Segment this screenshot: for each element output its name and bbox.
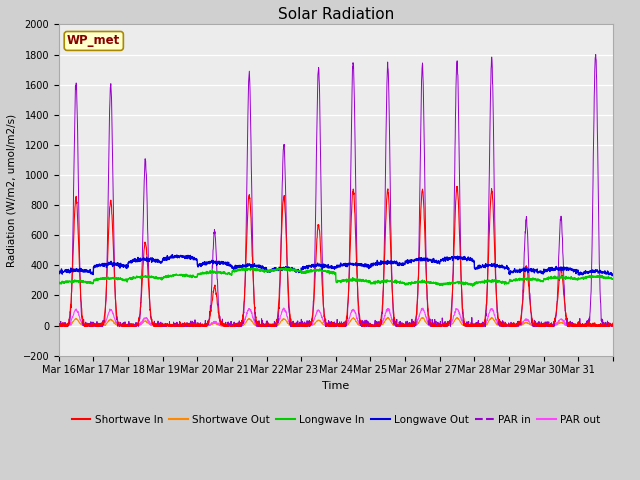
X-axis label: Time: Time bbox=[322, 381, 349, 391]
Text: WP_met: WP_met bbox=[67, 35, 120, 48]
Legend: Shortwave In, Shortwave Out, Longwave In, Longwave Out, PAR in, PAR out: Shortwave In, Shortwave Out, Longwave In… bbox=[67, 410, 604, 429]
Y-axis label: Radiation (W/m2, umol/m2/s): Radiation (W/m2, umol/m2/s) bbox=[7, 114, 17, 267]
Title: Solar Radiation: Solar Radiation bbox=[278, 7, 394, 22]
